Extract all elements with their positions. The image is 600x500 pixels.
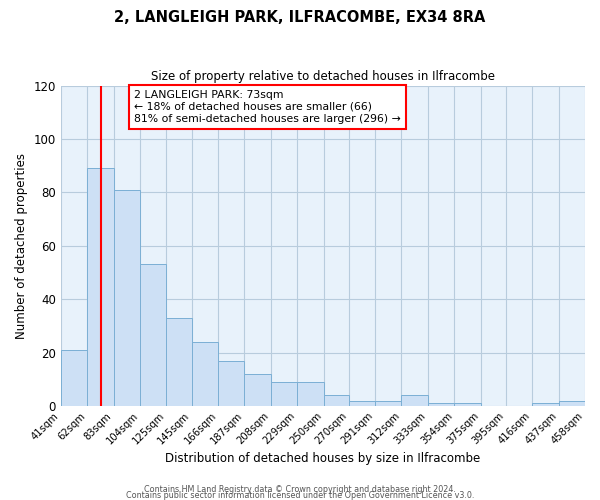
Bar — [375, 400, 401, 406]
Bar — [559, 400, 585, 406]
Bar — [271, 382, 297, 406]
Bar — [454, 404, 481, 406]
Text: Contains HM Land Registry data © Crown copyright and database right 2024.: Contains HM Land Registry data © Crown c… — [144, 485, 456, 494]
Bar — [191, 342, 218, 406]
Y-axis label: Number of detached properties: Number of detached properties — [15, 153, 28, 339]
Bar — [218, 360, 244, 406]
Bar — [401, 396, 428, 406]
Bar — [428, 404, 454, 406]
X-axis label: Distribution of detached houses by size in Ilfracombe: Distribution of detached houses by size … — [165, 452, 481, 465]
Bar — [87, 168, 113, 406]
Bar — [244, 374, 271, 406]
Text: 2 LANGLEIGH PARK: 73sqm
← 18% of detached houses are smaller (66)
81% of semi-de: 2 LANGLEIGH PARK: 73sqm ← 18% of detache… — [134, 90, 401, 124]
Bar — [349, 400, 375, 406]
Title: Size of property relative to detached houses in Ilfracombe: Size of property relative to detached ho… — [151, 70, 495, 83]
Text: 2, LANGLEIGH PARK, ILFRACOMBE, EX34 8RA: 2, LANGLEIGH PARK, ILFRACOMBE, EX34 8RA — [115, 10, 485, 25]
Bar — [61, 350, 87, 406]
Bar — [140, 264, 166, 406]
Bar — [297, 382, 323, 406]
Bar — [532, 404, 559, 406]
Bar — [323, 396, 349, 406]
Bar — [113, 190, 140, 406]
Bar — [166, 318, 191, 406]
Text: Contains public sector information licensed under the Open Government Licence v3: Contains public sector information licen… — [126, 491, 474, 500]
